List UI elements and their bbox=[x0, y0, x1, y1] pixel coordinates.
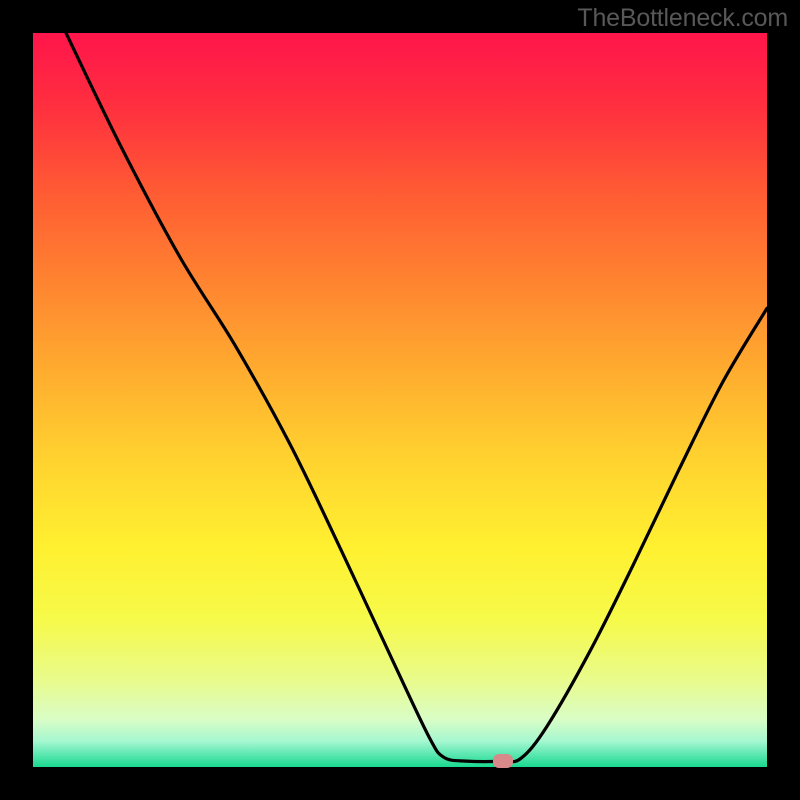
bottleneck-curve bbox=[33, 33, 767, 767]
optimum-marker bbox=[493, 754, 513, 768]
watermark-text: TheBottleneck.com bbox=[577, 4, 788, 33]
chart-frame: TheBottleneck.com bbox=[0, 0, 800, 800]
plot-area bbox=[33, 33, 767, 767]
